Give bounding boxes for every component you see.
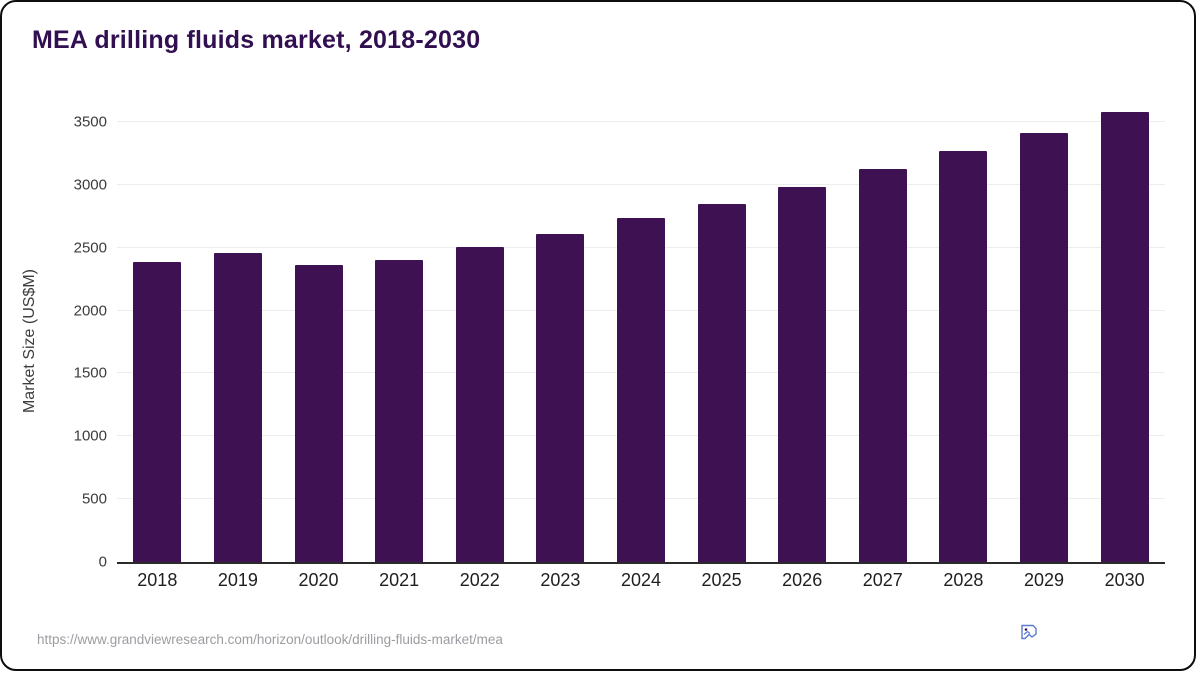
bar-2018[interactable] [133,261,182,562]
x-tick-label: 2022 [459,570,500,590]
bar-2027[interactable] [858,169,907,562]
y-tick-label: 3500 [73,113,107,131]
plot-area [117,102,1165,564]
bar-slot [359,102,440,562]
y-tick-label: 1000 [73,427,107,445]
bar-slot [198,102,279,562]
bar-2020[interactable] [294,265,343,562]
x-tick-label: 2023 [540,570,581,590]
broken-image-icon [1020,624,1038,640]
bar-2021[interactable] [375,259,424,562]
bar-2019[interactable] [213,252,262,562]
x-tick-label: 2026 [782,570,823,590]
source-url[interactable]: https://www.grandviewresearch.com/horizo… [37,632,503,647]
bar-2024[interactable] [616,218,665,562]
y-tick-label: 2000 [73,302,107,320]
chart-title: MEA drilling fluids market, 2018-2030 [32,26,481,54]
x-tick-label: 2024 [620,570,661,590]
x-tick-label: 2028 [943,570,984,590]
bar-slot [1004,102,1085,562]
y-axis: 0 500 1000 1500 2000 2500 3000 3500 [2,102,107,571]
x-tick-label: 2025 [701,570,742,590]
y-tick-label: 1500 [73,364,107,382]
x-tick-label: 2021 [379,570,420,590]
bar-slot [681,102,762,562]
x-tick-label: 2019 [217,570,258,590]
bar-slot [278,102,359,562]
bar-slot [842,102,923,562]
gridline [117,121,1165,123]
x-tick-label: 2018 [137,570,178,590]
y-tick-label: 2500 [73,239,107,257]
gridline [117,183,1165,185]
bar-slot [1084,102,1165,562]
y-tick-label: 3000 [73,176,107,194]
x-tick-label: 2020 [298,570,339,590]
bar-slot [923,102,1004,562]
bar-2022[interactable] [455,247,504,562]
bar-2029[interactable] [1020,132,1068,562]
bar-slot [762,102,843,562]
x-axis: 2018 2019 2020 2021 2022 2023 2024 2025 2026 2027… [117,570,1165,591]
x-tick-label: 2027 [862,570,903,590]
bar-slot [601,102,682,562]
y-tick-label: 500 [81,490,107,508]
bar-2028[interactable] [939,151,988,562]
bar-slot [520,102,601,562]
bar-2025[interactable] [697,203,746,562]
bar-2030[interactable] [1100,112,1149,562]
bar-slot [439,102,520,562]
bar-2023[interactable] [536,233,585,562]
x-tick-label: 2030 [1104,570,1145,590]
x-tick-label: 2029 [1023,570,1065,590]
bar-2026[interactable] [778,186,827,562]
y-tick-label: 0 [98,553,107,571]
bar-slot [117,102,198,562]
